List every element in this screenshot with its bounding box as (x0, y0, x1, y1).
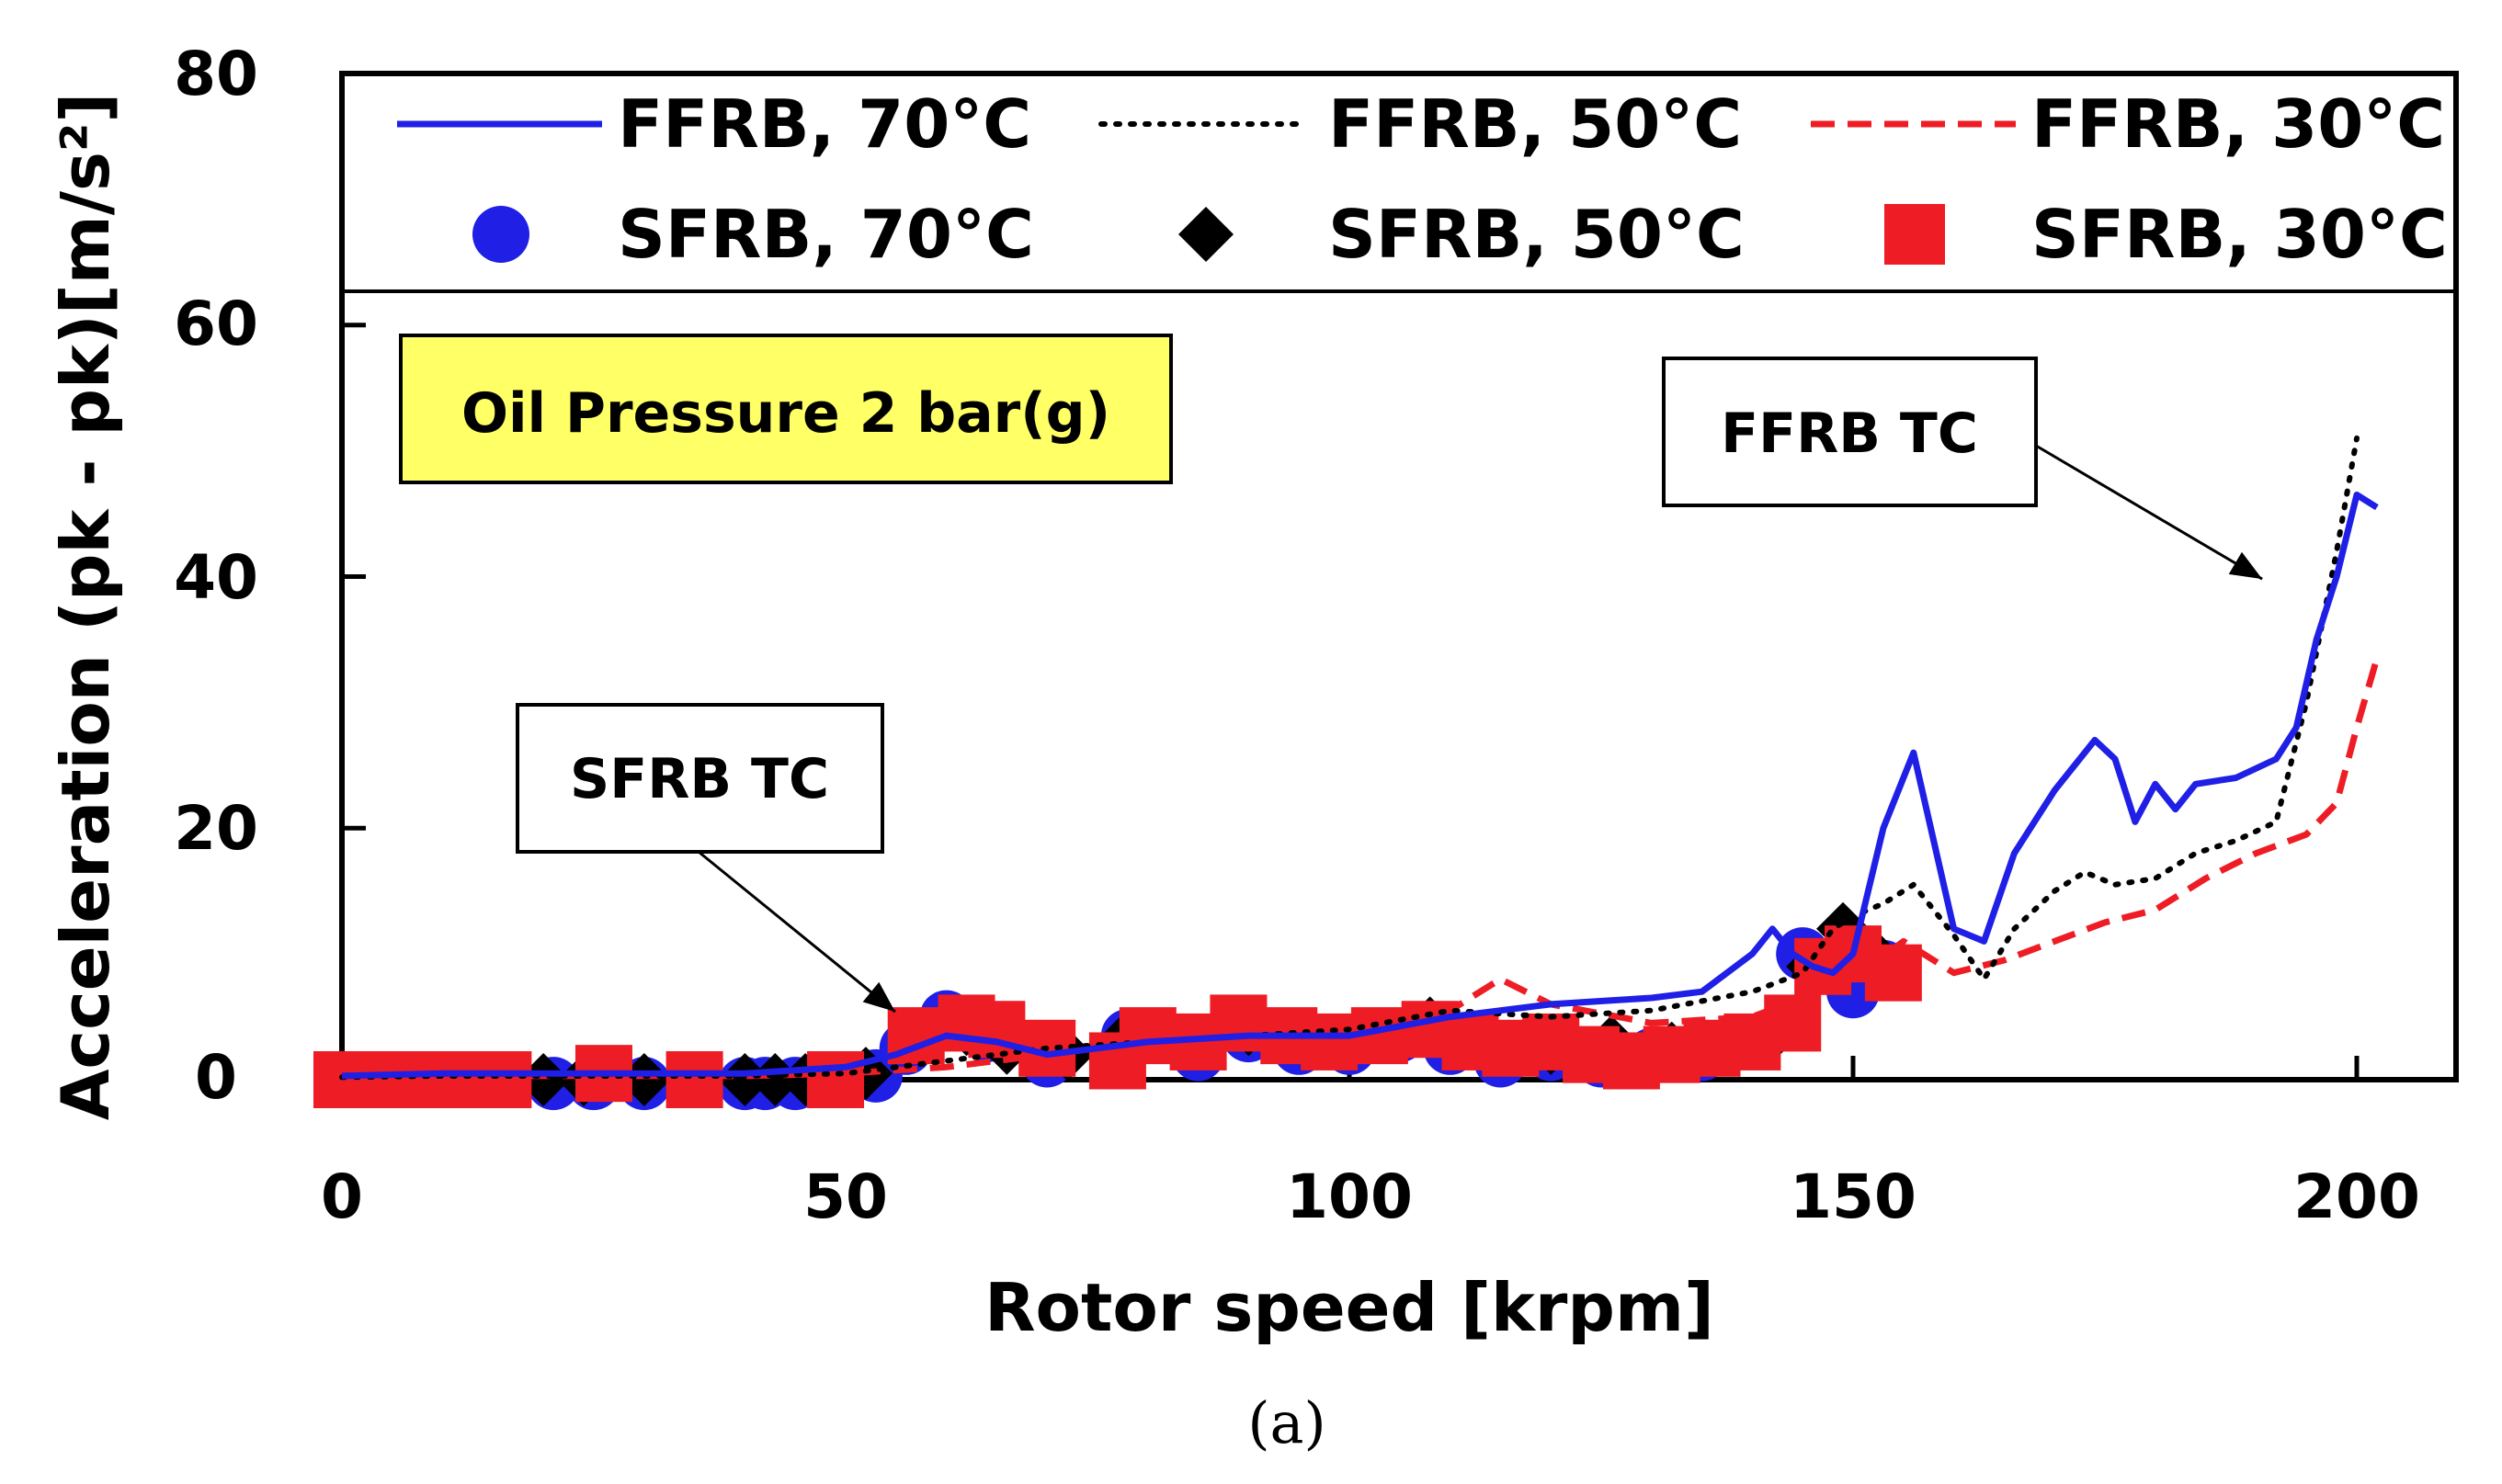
y-tick-labels: 0 20 40 60 80 (174, 39, 258, 1113)
x-tick-label: 200 (2293, 1161, 2420, 1232)
sfrb-tc-label: SFRB TC (570, 747, 829, 811)
sfrb-tc-arrow (698, 850, 896, 1014)
legend-label-sfrb-30: SFRB, 30°C (2031, 196, 2448, 273)
y-tick-label: 40 (174, 542, 258, 613)
ffrb-tc-callout: FFRB TC (1662, 357, 2038, 507)
data-point (1864, 944, 1922, 1002)
ffrb-tc-label: FFRB TC (1721, 402, 1978, 466)
x-tick-label: 150 (1790, 1161, 1916, 1232)
data-point (748, 1053, 802, 1106)
legend: FFRB, 70°C FFRB, 50°C FFRB, 30°C SFRB, 7… (397, 85, 2448, 273)
legend-label-ffrb-50: FFRB, 50°C (1328, 85, 1742, 163)
y-tick-label: 20 (174, 793, 258, 864)
data-point (665, 1051, 723, 1108)
ffrb-tc-arrow-head (2228, 551, 2263, 580)
series-line-0 (341, 492, 2379, 1080)
callout-arrows (698, 444, 2263, 1014)
x-tick-labels: 0 50 100 150 200 (321, 1161, 2420, 1232)
data-point (474, 1051, 532, 1108)
sfrb-tc-arrow-head (862, 981, 895, 1013)
sfrb-tc-box (516, 703, 884, 854)
x-axis-title: Rotor speed [krpm] (984, 1269, 1714, 1346)
ffrb-tc-arrow (2035, 444, 2263, 581)
ffrb-tc-box (1662, 357, 2038, 507)
data-point (1119, 1007, 1177, 1065)
figure-caption: (a) (1247, 1389, 1325, 1456)
y-tick-label: 80 (174, 39, 258, 109)
sfrb-tc-arrow-shaft (698, 850, 896, 1014)
data-point (807, 1051, 865, 1108)
legend-swatch-sfrb-70 (472, 206, 529, 263)
plot-frame (339, 71, 2459, 1082)
x-tick-label: 0 (321, 1161, 363, 1232)
series-layer (313, 435, 2381, 1111)
legend-label-ffrb-70: FFRB, 70°C (618, 85, 1031, 163)
legend-swatch-sfrb-50 (1178, 207, 1234, 262)
series-line-1 (339, 435, 2360, 1081)
y-tick-label: 60 (174, 289, 258, 359)
x-tick-label: 50 (803, 1161, 888, 1232)
sfrb-tc-callout: SFRB TC (516, 703, 884, 854)
legend-label-sfrb-70: SFRB, 70°C (618, 196, 1034, 273)
data-point (1210, 994, 1268, 1052)
data-point (718, 1053, 772, 1106)
oil-pressure-box (399, 334, 1173, 484)
legend-swatch-sfrb-30 (1884, 204, 1945, 265)
x-tick-label: 100 (1286, 1161, 1413, 1232)
data-point (1301, 1013, 1359, 1071)
y-axis-title: Acceleration (pk - pk)[m/s²] (47, 93, 124, 1121)
y-tick-label: 0 (195, 1042, 237, 1113)
legend-label-ffrb-30: FFRB, 30°C (2031, 85, 2445, 163)
oil-pressure-callout: Oil Pressure 2 bar(g) (399, 334, 1173, 484)
ffrb-tc-arrow-shaft (2035, 444, 2263, 581)
legend-label-sfrb-50: SFRB, 50°C (1328, 196, 1745, 273)
oil-pressure-label: Oil Pressure 2 bar(g) (461, 381, 1110, 446)
